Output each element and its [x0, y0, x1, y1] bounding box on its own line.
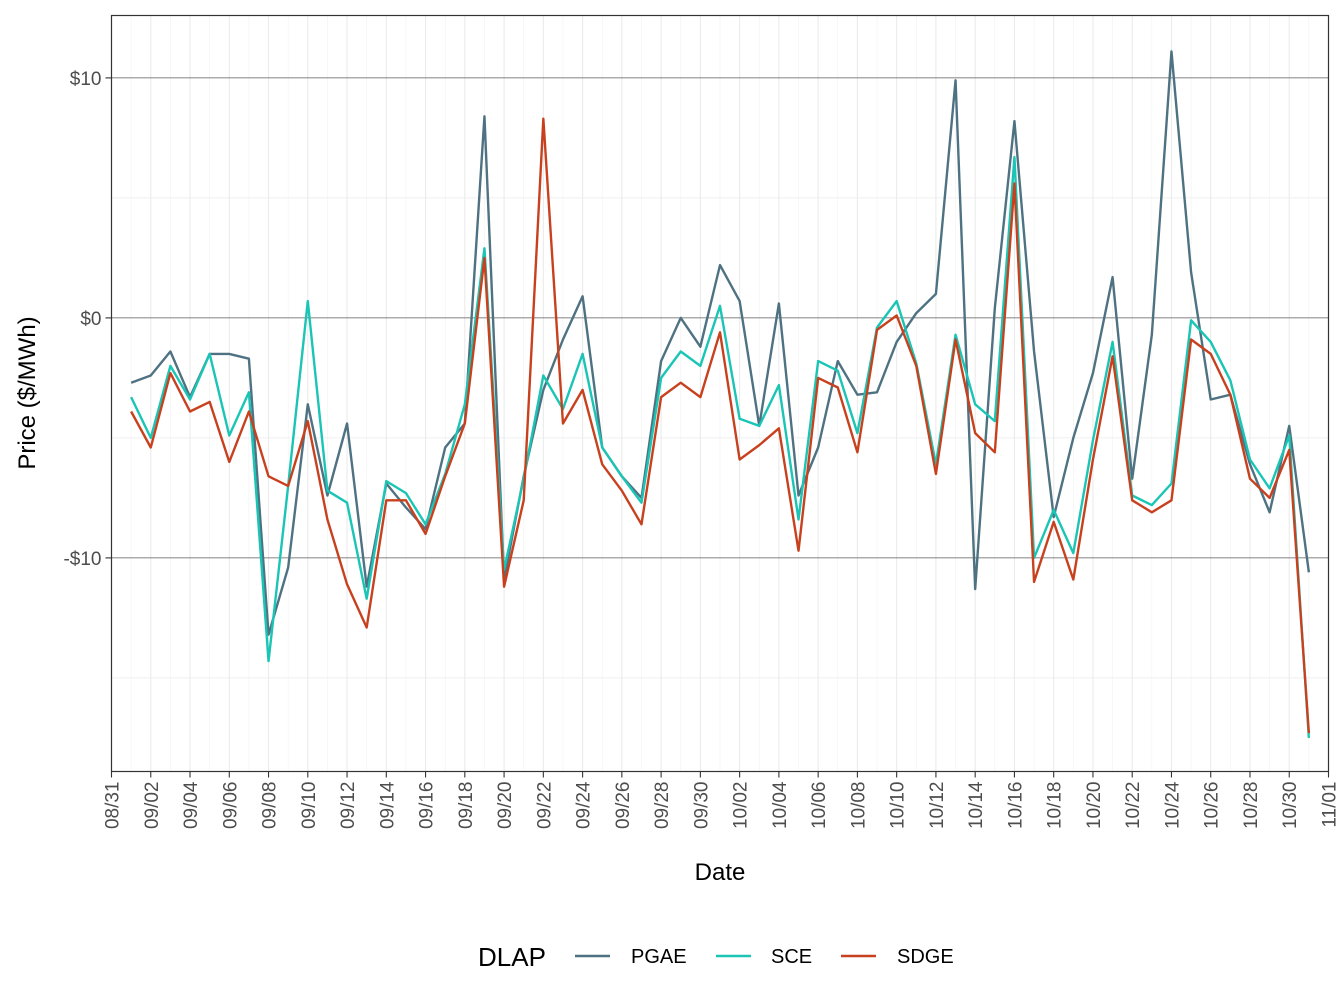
y-tick-label: $0	[80, 309, 101, 330]
x-tick-label: 10/24	[1162, 781, 1183, 829]
x-tick-label: 09/24	[574, 781, 595, 829]
x-tick-label: 10/12	[927, 782, 948, 830]
legend-label-sdge: SDGE	[897, 946, 954, 968]
x-tick-label: 09/22	[534, 782, 555, 830]
legend-label-sce: SCE	[771, 946, 812, 968]
series-line-sdge	[130, 117, 1311, 734]
y-tick-label: -$10	[63, 549, 101, 570]
x-tick-label: 09/26	[613, 782, 634, 830]
x-tick-label: 09/18	[456, 782, 477, 830]
x-tick-label: 10/02	[731, 782, 752, 830]
plot-panel-border	[110, 14, 1330, 773]
x-tick-label: 09/14	[377, 781, 398, 829]
series-lines	[130, 50, 1311, 738]
major-gridlines	[111, 77, 1329, 559]
x-tick-label: 08/31	[103, 782, 124, 830]
x-tick-label: 10/10	[888, 782, 909, 830]
x-tick-label: 10/06	[809, 782, 830, 830]
x-tick-label: 10/26	[1202, 782, 1223, 830]
y-axis-title: Price ($/MWh)	[14, 316, 41, 469]
x-tick-label: 09/02	[142, 782, 163, 830]
x-tick-label: 09/04	[181, 781, 202, 829]
x-tick-label: 09/10	[299, 782, 320, 830]
x-tick-label: 10/08	[848, 782, 869, 830]
x-tick-label: 10/16	[1005, 782, 1026, 830]
x-tick-label: 09/06	[220, 782, 241, 830]
x-tick-label: 10/22	[1123, 782, 1144, 830]
legend-label-pgae: PGAE	[631, 946, 687, 968]
x-tick-label: 09/16	[417, 782, 438, 830]
x-tick-label: 10/28	[1241, 782, 1262, 830]
x-tick-label: 09/08	[260, 782, 281, 830]
series-line-sce	[130, 155, 1311, 738]
x-tick-label: 09/12	[338, 782, 359, 830]
series-line-pgae	[130, 50, 1311, 636]
x-tick-label: 11/01	[1320, 782, 1341, 828]
x-axis: 08/31 09/02 09/04 09/06 09/08 09/10 09/12 09/14…	[103, 771, 1341, 830]
x-tick-label: 10/14	[966, 781, 987, 829]
x-tick-label: 10/30	[1280, 782, 1301, 830]
x-tick-label: 09/28	[652, 782, 673, 830]
legend: DLAP PGAE SCE SDGE	[478, 942, 954, 972]
x-tick-label: 09/30	[691, 782, 712, 830]
x-tick-label: 10/20	[1084, 782, 1105, 830]
legend-title: DLAP	[478, 942, 546, 972]
x-tick-label: 09/20	[495, 782, 516, 830]
x-axis-title: Date	[695, 859, 746, 886]
x-tick-label: 10/04	[770, 781, 791, 829]
y-axis: $10 $0 -$10	[63, 69, 112, 570]
y-tick-label: $10	[70, 69, 102, 90]
x-tick-label: 10/18	[1045, 782, 1066, 830]
